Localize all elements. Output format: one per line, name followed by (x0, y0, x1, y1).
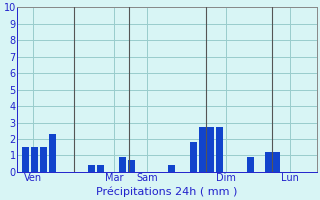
Bar (88, 165, 95, 172)
Bar (265, 152, 272, 172)
Bar (190, 142, 197, 172)
Bar (128, 160, 135, 172)
Bar (31, 147, 38, 172)
Bar (40, 147, 47, 172)
Bar (207, 127, 214, 172)
Bar (247, 157, 254, 172)
Bar (168, 165, 175, 172)
Bar (49, 134, 56, 172)
Bar (273, 152, 280, 172)
Bar (97, 165, 104, 172)
X-axis label: Précipitations 24h ( mm ): Précipitations 24h ( mm ) (96, 186, 237, 197)
Bar (216, 127, 223, 172)
Bar (119, 157, 126, 172)
Bar (22, 147, 29, 172)
Bar (198, 127, 205, 172)
